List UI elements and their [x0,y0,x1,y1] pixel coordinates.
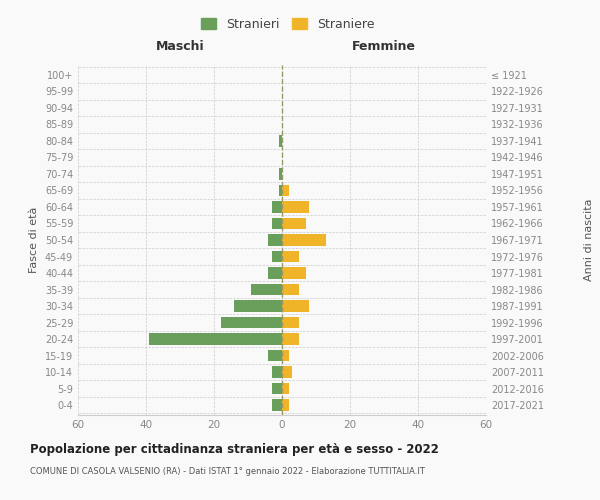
Bar [278,135,282,146]
Bar [235,300,282,312]
Bar [272,400,282,411]
Bar [251,284,282,296]
Bar [278,168,282,179]
Bar [221,317,282,328]
Y-axis label: Fasce di età: Fasce di età [29,207,39,273]
Bar [282,300,309,312]
Text: Anni di nascita: Anni di nascita [584,198,594,281]
Bar [268,267,282,279]
Bar [282,201,309,213]
Bar [282,284,299,296]
Text: COMUNE DI CASOLA VALSENIO (RA) - Dati ISTAT 1° gennaio 2022 - Elaborazione TUTTI: COMUNE DI CASOLA VALSENIO (RA) - Dati IS… [30,468,425,476]
Bar [282,334,299,345]
Bar [282,218,306,230]
Bar [282,267,306,279]
Bar [272,201,282,213]
Bar [282,383,289,394]
Bar [282,250,299,262]
Bar [272,383,282,394]
Bar [282,317,299,328]
Text: Femmine: Femmine [352,40,416,52]
Legend: Stranieri, Straniere: Stranieri, Straniere [195,11,381,37]
Bar [282,350,289,362]
Bar [282,366,292,378]
Bar [282,184,289,196]
Text: Popolazione per cittadinanza straniera per età e sesso - 2022: Popolazione per cittadinanza straniera p… [30,442,439,456]
Text: Maschi: Maschi [155,40,205,52]
Bar [282,234,326,246]
Bar [272,218,282,230]
Bar [149,334,282,345]
Bar [282,400,289,411]
Bar [272,250,282,262]
Bar [268,350,282,362]
Bar [278,184,282,196]
Bar [268,234,282,246]
Bar [272,366,282,378]
